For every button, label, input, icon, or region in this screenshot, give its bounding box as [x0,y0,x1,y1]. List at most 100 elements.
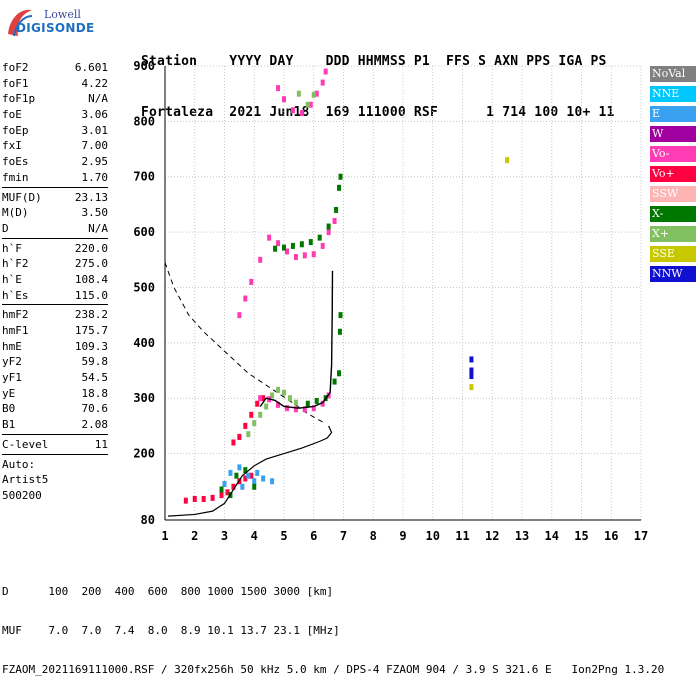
echo-point [282,96,286,103]
param-row-foes: foEs 2.95 [2,154,108,170]
echo-point [332,218,337,225]
echo-point [270,392,275,399]
param-row-md: M(D) 3.50 [2,205,108,221]
param-value: 109.3 [74,339,108,353]
param-label: foEs [2,155,29,169]
param-label: MUF(D) [2,190,42,204]
x-tick-label: 13 [515,529,529,543]
legend-entry-vo: Vo+ [650,166,696,182]
y-tick-label: 300 [133,391,155,405]
param-label: yF2 [2,355,22,369]
param-label: B1 [2,418,16,432]
echo-point [210,494,215,501]
echo-point [334,206,339,213]
param-value: 70.6 [81,402,109,416]
param-label: fmin [2,170,29,184]
x-tick-label: 17 [634,529,648,543]
echo-point [249,472,254,479]
echo-point [231,439,236,446]
echo-point [258,256,263,263]
echo-point [219,492,224,499]
param-label: foE [2,108,22,122]
echo-point [320,242,325,249]
x-tick-label: 9 [399,529,406,543]
param-value: 1.70 [81,170,109,184]
param-row-he: h`E 108.4 [2,272,108,288]
echo-point [320,79,325,86]
echo-point [237,464,242,471]
param-row-hes: h`Es 115.0 [2,288,108,304]
param-row-hmf2: hmF2 238.2 [2,307,108,323]
x-tick-label: 7 [340,529,347,543]
echo-point [332,378,337,385]
ionogram-plot: 1 2 3 4 5 6 7 8 9 10 11 12 13 14 15 16 17802003004005006… [133,59,648,543]
legend-entry-e: E [650,106,696,122]
separator [2,453,108,455]
param-row-fof2: foF2 6.601 [2,60,108,76]
echo-point [284,248,289,255]
echo-point [311,91,316,98]
param-value: 3.06 [81,108,109,122]
echo-point [231,483,236,490]
y-tick-label: 200 [133,447,155,461]
echo-point [293,399,298,406]
param-row-ye: yE 18.8 [2,386,108,402]
autoscale-line: Artist5 [2,473,49,487]
param-value: 6.601 [74,61,108,74]
echo-point [246,431,251,438]
separator [2,433,108,435]
echo-point [287,395,292,402]
param-label: foF1p [2,92,36,106]
x-tick-label: 10 [426,529,440,543]
param-row-b1: B1 2.08 [2,417,108,433]
echo-point [243,422,248,429]
echo-point [337,328,342,335]
echo-point [314,90,319,97]
y-tick-label: 500 [133,280,155,294]
echo-point [255,400,260,407]
separator [2,186,108,188]
param-label: hmF2 [2,308,29,322]
footer: D 100 200 400 600 800 1000 1500 3000 [km… [2,559,664,689]
param-value: 54.5 [81,371,109,385]
f-layer-trace [259,270,334,409]
echo-point [276,401,281,408]
echo-point [252,420,257,427]
parameter-panel: foF2 6.601 foF1 4.22 foF1p N/A foE 3.06 foEp 3.01… [2,60,108,504]
polarization-legend: NoVal NNE E W Vo- Vo+ SSW X- X+ SSE NNW [650,66,696,286]
param-row-d: D N/A [2,221,108,237]
x-tick-label: 6 [310,529,317,543]
autoscale-line: Auto: [2,457,36,471]
logo-swoosh-icon [8,9,33,37]
param-row-fxi: fxI 7.00 [2,138,108,154]
echo-point [243,475,248,482]
echo-point [222,481,227,488]
param-row-clevel: C-level 11 [2,437,108,453]
echo-point [337,184,342,191]
param-value: 7.00 [81,139,109,153]
param-row-yf2: yF2 59.8 [2,354,108,370]
echo-point [276,240,281,247]
param-value: 18.8 [81,386,109,400]
echo-point [296,90,301,97]
echo-point [183,497,188,504]
echo-point [293,406,298,413]
x-tick-label: 11 [455,529,469,543]
param-row-fof1p: foF1p N/A [2,91,108,107]
param-value: 4.22 [81,76,109,90]
echo-point [326,229,331,236]
electron-density-profile [167,425,333,517]
echo-point [201,495,206,502]
echo-point [293,254,298,261]
echo-point [246,472,251,479]
param-label: fxI [2,139,22,153]
param-row-yf1: yF1 54.5 [2,370,108,386]
digisonde-logo: Lowell DIGISONDE [4,6,94,40]
echo-point [261,475,266,482]
echo-point [311,405,316,412]
param-label: yF1 [2,371,22,385]
x-tick-label: 16 [604,529,618,543]
logo-lowell-text: Lowell [44,8,81,21]
param-label: hmF1 [2,324,29,337]
param-row-hf2: h`F2 275.0 [2,256,108,272]
